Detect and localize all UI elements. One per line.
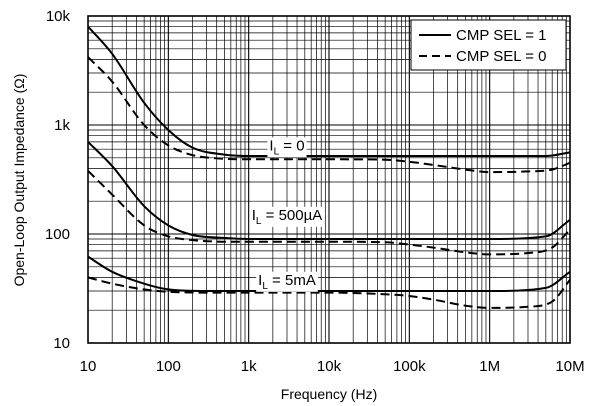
x-tick-label: 100k <box>393 358 426 375</box>
y-tick-label: 100 <box>45 226 70 243</box>
curve-label: IL = 0 <box>267 137 307 158</box>
x-tick-label: 1M <box>479 358 500 375</box>
curve-label: IL = 5mA <box>256 271 318 292</box>
curve-label-text: IL = 500µA <box>252 207 323 227</box>
legend-label: CMP SEL = 0 <box>456 48 546 65</box>
series-line-cmp-sel-1 <box>87 141 571 241</box>
annotations-layer: IL = 0 IL = 500µA IL = 5mA <box>249 137 325 292</box>
x-tick-label: 10 <box>80 358 97 375</box>
x-tick-label: 10M <box>555 358 584 375</box>
plot-frame <box>87 15 571 344</box>
y-tick-labels: 10 100 1k 10k <box>45 8 71 352</box>
x-tick-label: 100 <box>156 358 181 375</box>
y-tick-label: 1k <box>54 117 70 134</box>
legend-label: CMP SEL = 1 <box>456 27 546 44</box>
y-tick-label: 10k <box>46 8 71 25</box>
y-axis-label: Open-Loop Output Impedance (Ω) <box>11 74 27 287</box>
curve-label-text: IL = 0 <box>269 137 304 157</box>
curve-label-background <box>256 271 318 292</box>
series-line-cmp-sel-1 <box>87 255 571 293</box>
x-tick-label: 10k <box>317 358 342 375</box>
curve-label-background <box>249 206 325 227</box>
x-axis-label: Frequency (Hz) <box>281 386 377 402</box>
series-line-cmp-sel-0 <box>87 170 571 256</box>
series-line-cmp-sel-0 <box>87 56 571 174</box>
series-layer <box>87 25 571 309</box>
legend: CMP SEL = 1 CMP SEL = 0 <box>410 19 567 71</box>
curve-label-text: IL = 5mA <box>258 272 316 292</box>
curve-label: IL = 500µA <box>249 206 325 227</box>
legend-box <box>410 19 567 71</box>
y-tick-label: 10 <box>53 335 70 352</box>
curve-label-background <box>267 137 307 158</box>
series-line-cmp-sel-0 <box>87 276 571 309</box>
series-line-cmp-sel-1 <box>87 25 571 157</box>
x-tick-labels: 10 100 1k 10k 100k 1M 10M <box>80 358 585 375</box>
x-tick-label: 1k <box>241 358 257 375</box>
